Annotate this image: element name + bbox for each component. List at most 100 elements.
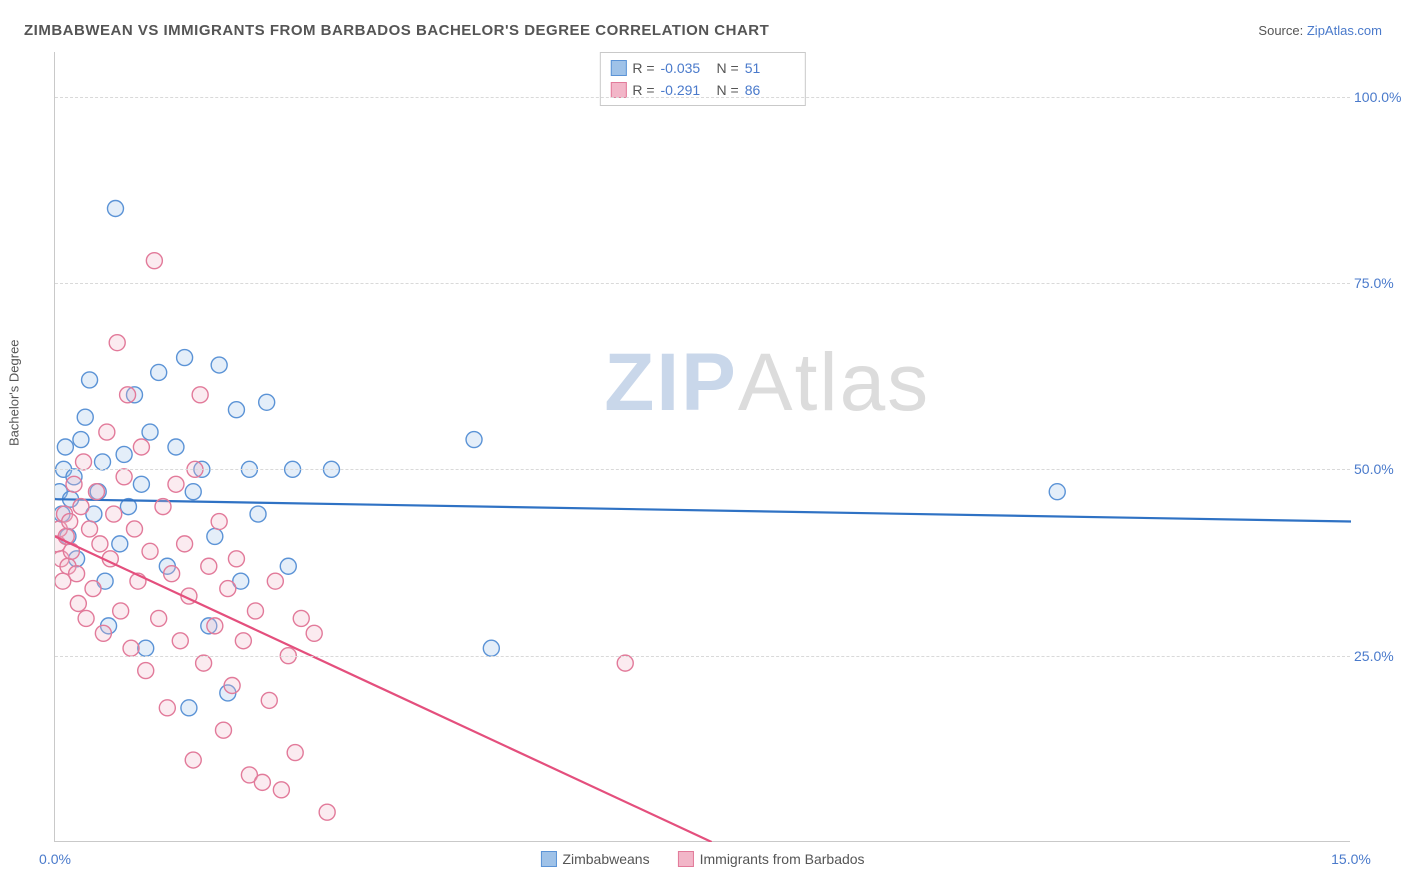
- data-point-barbados: [92, 536, 108, 552]
- gridline: [55, 469, 1350, 470]
- data-point-zimbabweans: [95, 454, 111, 470]
- data-point-barbados: [82, 521, 98, 537]
- data-point-barbados: [151, 610, 167, 626]
- data-point-zimbabweans: [142, 424, 158, 440]
- legend-swatch-zimbabweans: [540, 851, 556, 867]
- trend-line-zimbabweans: [55, 499, 1351, 521]
- y-tick-label: 100.0%: [1354, 89, 1404, 105]
- legend-label-zimbabweans: Zimbabweans: [562, 851, 649, 867]
- data-point-zimbabweans: [57, 439, 73, 455]
- gridline: [55, 97, 1350, 98]
- data-point-zimbabweans: [77, 409, 93, 425]
- data-point-zimbabweans: [177, 350, 193, 366]
- stats-row-zimbabweans: R = -0.035 N = 51: [610, 57, 794, 79]
- data-point-barbados: [261, 692, 277, 708]
- title-bar: ZIMBABWEAN VS IMMIGRANTS FROM BARBADOS B…: [24, 18, 1382, 42]
- data-point-zimbabweans: [107, 201, 123, 217]
- data-point-barbados: [76, 454, 92, 470]
- data-point-barbados: [70, 596, 86, 612]
- data-point-zimbabweans: [168, 439, 184, 455]
- data-point-barbados: [78, 610, 94, 626]
- swatch-barbados: [610, 82, 626, 98]
- data-point-barbados: [247, 603, 263, 619]
- data-point-zimbabweans: [259, 394, 275, 410]
- data-point-barbados: [617, 655, 633, 671]
- data-point-barbados: [99, 424, 115, 440]
- n-value-zimbabweans: 51: [745, 60, 795, 76]
- data-point-zimbabweans: [151, 364, 167, 380]
- data-point-barbados: [172, 633, 188, 649]
- data-point-barbados: [273, 782, 289, 798]
- data-point-barbados: [95, 625, 111, 641]
- data-point-barbados: [164, 566, 180, 582]
- r-value-zimbabweans: -0.035: [661, 60, 711, 76]
- data-point-zimbabweans: [1049, 484, 1065, 500]
- data-point-barbados: [220, 581, 236, 597]
- data-point-barbados: [192, 387, 208, 403]
- data-point-barbados: [66, 476, 82, 492]
- scatter-svg: [55, 52, 1351, 842]
- gridline: [55, 656, 1350, 657]
- data-point-barbados: [126, 521, 142, 537]
- data-point-barbados: [113, 603, 129, 619]
- data-point-zimbabweans: [185, 484, 201, 500]
- n-label: N =: [717, 82, 739, 98]
- data-point-barbados: [106, 506, 122, 522]
- data-point-zimbabweans: [133, 476, 149, 492]
- data-point-barbados: [196, 655, 212, 671]
- data-point-zimbabweans: [466, 432, 482, 448]
- trend-line-barbados: [55, 536, 712, 842]
- source-label: Source:: [1258, 23, 1303, 38]
- data-point-zimbabweans: [250, 506, 266, 522]
- r-label: R =: [632, 82, 654, 98]
- legend-label-barbados: Immigrants from Barbados: [700, 851, 865, 867]
- data-point-barbados: [306, 625, 322, 641]
- data-point-zimbabweans: [483, 640, 499, 656]
- source-value: ZipAtlas.com: [1307, 23, 1382, 38]
- r-label: R =: [632, 60, 654, 76]
- data-point-barbados: [73, 499, 89, 515]
- data-point-barbados: [159, 700, 175, 716]
- plot-frame: ZIPAtlas R = -0.035 N = 51 R = -0.291 N …: [54, 52, 1350, 842]
- data-point-zimbabweans: [181, 700, 197, 716]
- data-point-barbados: [109, 335, 125, 351]
- data-point-barbados: [293, 610, 309, 626]
- swatch-zimbabweans: [610, 60, 626, 76]
- y-tick-label: 25.0%: [1354, 648, 1404, 664]
- data-point-barbados: [211, 514, 227, 530]
- data-point-barbados: [155, 499, 171, 515]
- data-point-barbados: [120, 387, 136, 403]
- data-point-barbados: [267, 573, 283, 589]
- legend-item-barbados: Immigrants from Barbados: [678, 851, 865, 867]
- data-point-zimbabweans: [138, 640, 154, 656]
- data-point-zimbabweans: [116, 446, 132, 462]
- data-point-barbados: [254, 774, 270, 790]
- data-point-zimbabweans: [82, 372, 98, 388]
- y-tick-label: 50.0%: [1354, 461, 1404, 477]
- legend-item-zimbabweans: Zimbabweans: [540, 851, 649, 867]
- data-point-barbados: [142, 543, 158, 559]
- data-point-barbados: [116, 469, 132, 485]
- source-attribution: Source: ZipAtlas.com: [1258, 23, 1382, 38]
- data-point-barbados: [215, 722, 231, 738]
- plot-area: ZIPAtlas R = -0.035 N = 51 R = -0.291 N …: [54, 52, 1350, 842]
- y-tick-label: 75.0%: [1354, 275, 1404, 291]
- data-point-barbados: [228, 551, 244, 567]
- data-point-zimbabweans: [112, 536, 128, 552]
- data-point-zimbabweans: [207, 528, 223, 544]
- data-point-barbados: [224, 677, 240, 693]
- data-point-barbados: [69, 566, 85, 582]
- stats-legend-box: R = -0.035 N = 51 R = -0.291 N = 86: [599, 52, 805, 106]
- gridline: [55, 283, 1350, 284]
- data-point-barbados: [319, 804, 335, 820]
- data-point-zimbabweans: [228, 402, 244, 418]
- data-point-barbados: [235, 633, 251, 649]
- data-point-zimbabweans: [73, 432, 89, 448]
- data-point-barbados: [207, 618, 223, 634]
- y-axis-label: Bachelor's Degree: [7, 339, 22, 446]
- r-value-barbados: -0.291: [661, 82, 711, 98]
- legend-swatch-barbados: [678, 851, 694, 867]
- data-point-barbados: [88, 484, 104, 500]
- data-point-zimbabweans: [211, 357, 227, 373]
- n-label: N =: [717, 60, 739, 76]
